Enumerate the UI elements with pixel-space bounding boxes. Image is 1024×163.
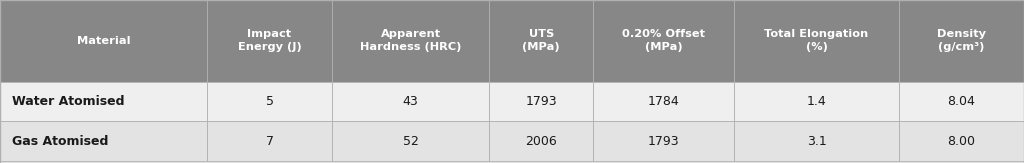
Bar: [207, 121, 332, 161]
Bar: [207, 0, 332, 82]
Bar: [0, 121, 207, 161]
Text: 52: 52: [402, 135, 419, 148]
Bar: [332, 82, 489, 121]
Text: 1793: 1793: [525, 95, 557, 108]
Text: Impact
Energy (J): Impact Energy (J): [238, 29, 301, 52]
Bar: [899, 121, 1024, 161]
Bar: [332, 121, 489, 161]
Text: Apparent
Hardness (HRC): Apparent Hardness (HRC): [360, 29, 462, 52]
Text: 8.04: 8.04: [947, 95, 975, 108]
Text: 5: 5: [265, 95, 273, 108]
Text: 8.00: 8.00: [947, 135, 976, 148]
Text: 3.1: 3.1: [807, 135, 826, 148]
Bar: [332, 0, 489, 82]
Bar: [734, 121, 899, 161]
Text: UTS
(MPa): UTS (MPa): [522, 29, 560, 52]
Text: 1793: 1793: [648, 135, 680, 148]
Text: Material: Material: [77, 36, 130, 46]
Bar: [593, 82, 734, 121]
Bar: [489, 82, 593, 121]
Text: Gas Atomised: Gas Atomised: [12, 135, 109, 148]
Bar: [489, 121, 593, 161]
Text: Total Elongation
(%): Total Elongation (%): [765, 29, 868, 52]
Bar: [593, 121, 734, 161]
Bar: [489, 0, 593, 82]
Bar: [0, 82, 207, 121]
Text: 43: 43: [402, 95, 419, 108]
Bar: [0, 0, 207, 82]
Bar: [734, 82, 899, 121]
Text: 1.4: 1.4: [807, 95, 826, 108]
Text: 1784: 1784: [648, 95, 680, 108]
Text: 7: 7: [265, 135, 273, 148]
Text: Water Atomised: Water Atomised: [12, 95, 125, 108]
Bar: [593, 0, 734, 82]
Bar: [899, 0, 1024, 82]
Bar: [899, 82, 1024, 121]
Text: 2006: 2006: [525, 135, 557, 148]
Text: Density
(g/cm³): Density (g/cm³): [937, 29, 986, 52]
Bar: [734, 0, 899, 82]
Text: 0.20% Offset
(MPa): 0.20% Offset (MPa): [623, 29, 706, 52]
Bar: [207, 82, 332, 121]
